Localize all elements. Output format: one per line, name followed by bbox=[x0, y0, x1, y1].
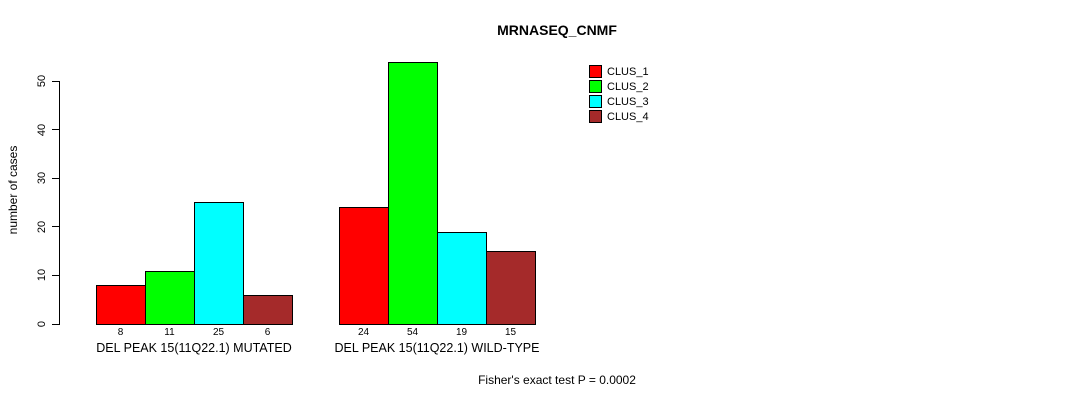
bar bbox=[194, 202, 244, 325]
bar-value-label: 25 bbox=[212, 327, 225, 338]
bar bbox=[437, 232, 487, 325]
y-tick-label: 0 bbox=[36, 320, 48, 328]
stat-test-caption: Fisher's exact test P = 0.0002 bbox=[478, 373, 636, 387]
legend-label: CLUS_3 bbox=[607, 95, 649, 108]
bar bbox=[486, 251, 536, 325]
bar-value-label: 19 bbox=[455, 327, 468, 338]
bar-value-label: 11 bbox=[164, 327, 175, 338]
y-tick bbox=[52, 323, 59, 325]
legend-item: CLUS_1 bbox=[589, 64, 649, 79]
legend-swatch bbox=[589, 110, 602, 123]
y-tick bbox=[52, 274, 59, 276]
y-tick-label: 30 bbox=[36, 172, 48, 185]
y-tick bbox=[52, 80, 59, 82]
bar bbox=[339, 207, 389, 325]
group-label: DEL PEAK 15(11Q22.1) MUTATED bbox=[96, 341, 292, 355]
bar bbox=[243, 295, 293, 325]
bar-value-label: 15 bbox=[504, 327, 517, 338]
legend-swatch bbox=[589, 80, 602, 93]
y-tick bbox=[52, 129, 59, 131]
legend-label: CLUS_4 bbox=[607, 110, 649, 123]
legend-label: CLUS_2 bbox=[607, 80, 649, 93]
bar bbox=[145, 271, 195, 325]
legend-item: CLUS_4 bbox=[589, 109, 649, 124]
legend-swatch bbox=[589, 65, 602, 78]
y-axis-line bbox=[59, 81, 60, 325]
legend-item: CLUS_3 bbox=[589, 94, 649, 109]
y-tick bbox=[52, 177, 59, 179]
bar-value-label: 24 bbox=[357, 327, 370, 338]
legend-label: CLUS_1 bbox=[607, 65, 649, 78]
y-axis-title: number of cases bbox=[6, 145, 20, 235]
bar-value-label: 6 bbox=[264, 327, 271, 338]
bar bbox=[96, 285, 146, 325]
y-tick bbox=[52, 226, 59, 228]
bar-value-label: 8 bbox=[117, 327, 124, 338]
y-tick-label: 10 bbox=[36, 269, 48, 282]
legend-item: CLUS_2 bbox=[589, 79, 649, 94]
bar bbox=[388, 62, 438, 325]
legend-swatch bbox=[589, 95, 602, 108]
y-tick-label: 40 bbox=[36, 123, 48, 136]
bar-value-label: 54 bbox=[406, 327, 419, 338]
legend: CLUS_1 CLUS_2 CLUS_3 CLUS_4 bbox=[589, 64, 649, 124]
chart-title: MRNASEQ_CNMF bbox=[497, 22, 617, 38]
y-tick-label: 20 bbox=[36, 220, 48, 233]
y-tick-label: 50 bbox=[36, 74, 48, 88]
group-label: DEL PEAK 15(11Q22.1) WILD-TYPE bbox=[334, 341, 540, 355]
